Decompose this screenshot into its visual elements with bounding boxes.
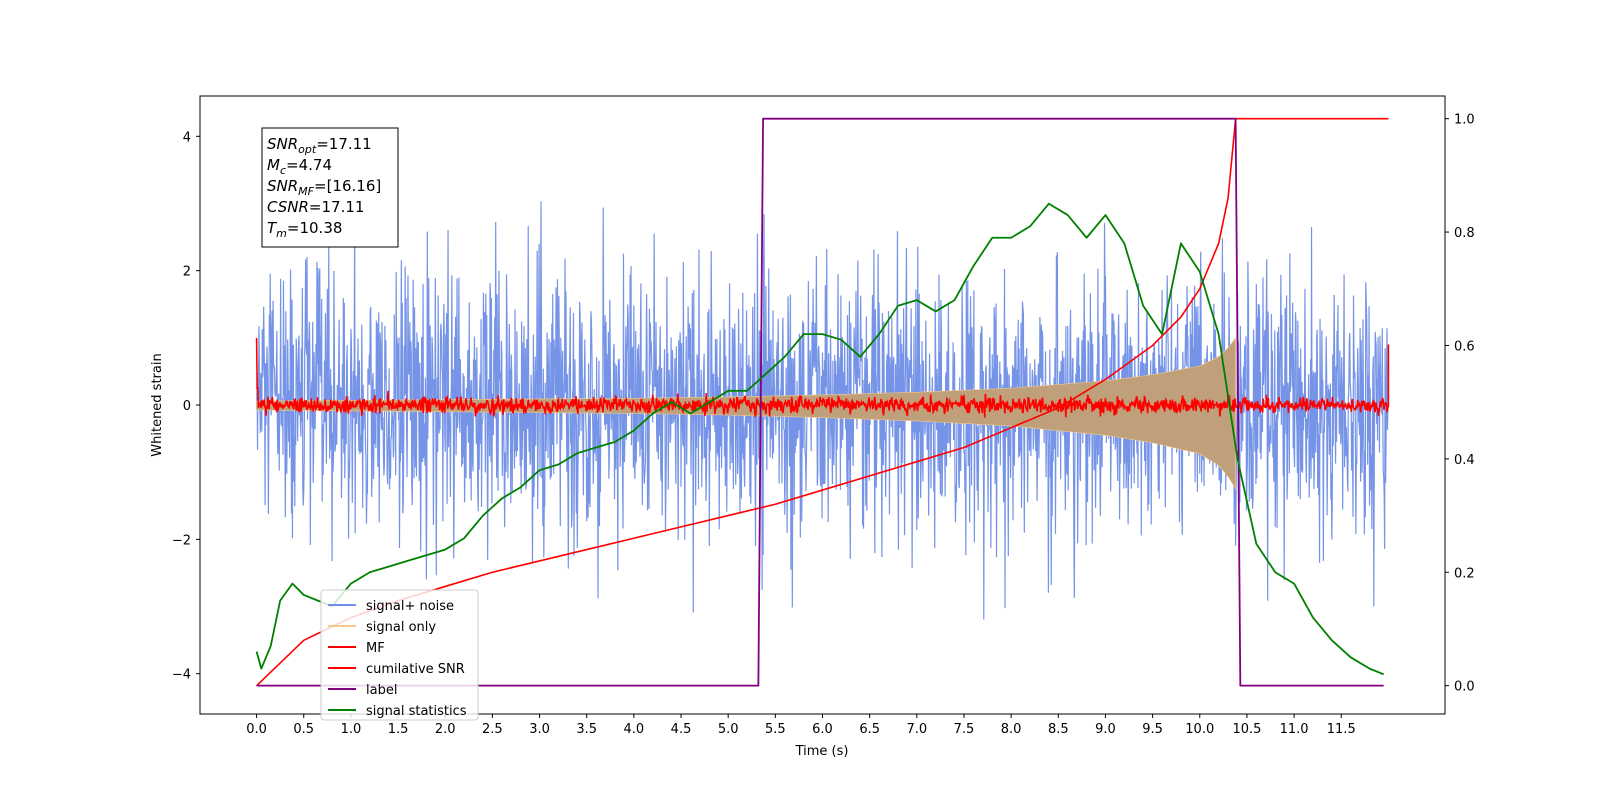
annotation-line: SNRMF=[16.16]: [267, 177, 381, 198]
legend-label: MF: [366, 641, 385, 656]
y-axis-left: −4 −2 0 2 4: [172, 130, 200, 683]
y-axis-title: Whitened strain: [150, 353, 165, 456]
y-tick-label: −2: [172, 533, 191, 548]
y2-tick-label: 0.6: [1454, 339, 1475, 354]
x-tick-label: 11.5: [1327, 722, 1356, 737]
legend-label: cumilative SNR: [366, 662, 465, 677]
x-tick-label: 9.0: [1095, 722, 1116, 737]
x-tick-label: 0.0: [246, 722, 267, 737]
y-tick-label: −4: [172, 668, 191, 683]
x-tick-label: 10.5: [1232, 722, 1261, 737]
y2-tick-label: 0.2: [1454, 566, 1475, 581]
legend-label: signal+ noise: [366, 599, 454, 614]
annotation-line: SNRopt=17.11: [267, 135, 372, 156]
series-signal-statistics-line: [255, 202, 1385, 676]
x-tick-label: 8.0: [1001, 722, 1022, 737]
y2-tick-label: 1.0: [1454, 113, 1475, 128]
annotation-line: Tm=10.38: [267, 219, 342, 240]
y-tick-label: 2: [183, 265, 191, 280]
x-tick-label: 9.5: [1142, 722, 1163, 737]
x-tick-label: 7.5: [954, 722, 975, 737]
series-layer: [255, 117, 1390, 687]
y-tick-label: 0: [183, 399, 191, 414]
series-mf-line: [255, 337, 1390, 418]
y2-tick-label: 0.8: [1454, 226, 1475, 241]
x-tick-label: 6.0: [812, 722, 833, 737]
legend-label: signal only: [366, 620, 436, 635]
x-tick-label: 1.0: [341, 722, 362, 737]
x-tick-label: 11.0: [1280, 722, 1309, 737]
legend-frame: [320, 589, 479, 721]
x-tick-label: 3.5: [576, 722, 597, 737]
annotation-box: SNRopt=17.11Mc=4.74SNRMF=[16.16]CSNR=17.…: [261, 127, 399, 248]
annotation-line: Mc=4.74: [267, 156, 332, 177]
x-tick-label: 4.5: [671, 722, 692, 737]
series-signal-only-fill: [256, 336, 1236, 491]
x-tick-label: 8.5: [1048, 722, 1069, 737]
x-tick-label: 10.0: [1185, 722, 1214, 737]
x-tick-label: 3.0: [529, 722, 550, 737]
y-tick-label: 4: [183, 130, 191, 145]
legend: signal+ noise signal only MF cumilative SNR…: [320, 589, 479, 721]
y2-tick-label: 0.4: [1454, 453, 1475, 468]
x-tick-label: 5.5: [765, 722, 786, 737]
y-axis-right: 0.0 0.2 0.4 0.6 0.8 1.0: [1445, 113, 1475, 695]
x-tick-label: 2.5: [482, 722, 503, 737]
annotation-frame: [261, 127, 399, 248]
x-axis: 0.0 0.5 1.0 1.5 2.0 2.5 3.0 3.5 4.0 4.5 5.0 5.5 6.0 6…: [246, 714, 1356, 737]
x-tick-label: 0.5: [293, 722, 314, 737]
series-signal-noise-line: [255, 201, 1390, 620]
x-tick-label: 4.0: [624, 722, 645, 737]
x-axis-title: Time (s): [795, 744, 849, 759]
y2-tick-label: 0.0: [1454, 680, 1475, 695]
series-cumulative-snr-line: [256, 117, 1389, 687]
x-tick-label: 5.0: [718, 722, 739, 737]
legend-label: signal statistics: [366, 704, 467, 719]
series-label-line: [256, 117, 1384, 687]
x-tick-label: 1.5: [388, 722, 409, 737]
x-tick-label: 7.0: [906, 722, 927, 737]
legend-label: label: [366, 683, 397, 698]
annotation-line: CSNR=17.11: [267, 198, 364, 216]
x-tick-label: 2.0: [435, 722, 456, 737]
x-tick-label: 6.5: [859, 722, 880, 737]
